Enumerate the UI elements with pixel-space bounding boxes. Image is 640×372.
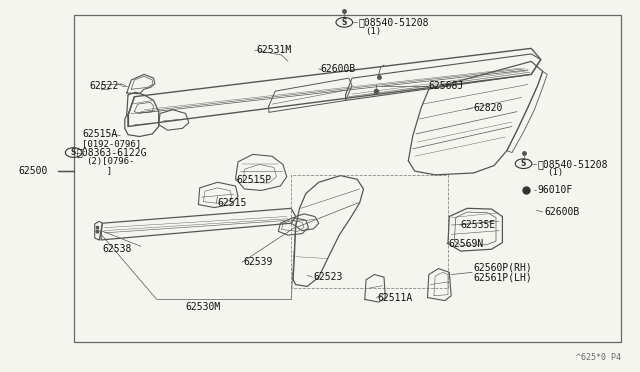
- Text: 62538: 62538: [102, 244, 132, 254]
- Text: 62569N: 62569N: [448, 239, 483, 248]
- Text: Ⓢ08540-51208: Ⓢ08540-51208: [358, 17, 429, 27]
- Text: (1): (1): [365, 27, 381, 36]
- Text: 62539: 62539: [243, 257, 273, 267]
- Text: (2)[0796-: (2)[0796-: [86, 157, 135, 166]
- Text: 62561P(LH): 62561P(LH): [474, 272, 532, 282]
- Text: 62511A: 62511A: [378, 293, 413, 302]
- Text: 62515P: 62515P: [237, 176, 272, 185]
- Text: 62523: 62523: [314, 272, 343, 282]
- Text: 62515: 62515: [218, 198, 247, 208]
- Text: 62820: 62820: [474, 103, 503, 113]
- Text: [0192-0796]: [0192-0796]: [82, 139, 141, 148]
- Text: 62500: 62500: [18, 166, 47, 176]
- Text: 62560P(RH): 62560P(RH): [474, 263, 532, 273]
- Text: S: S: [71, 148, 76, 157]
- Text: 62568J: 62568J: [429, 81, 464, 90]
- Text: 62522: 62522: [90, 81, 119, 90]
- Text: 62531M: 62531M: [256, 45, 291, 55]
- Bar: [74, 15, 621, 342]
- Text: S: S: [521, 159, 526, 168]
- Text: 62530M: 62530M: [186, 302, 221, 312]
- Text: 62600B: 62600B: [544, 207, 579, 217]
- Text: 96010F: 96010F: [538, 185, 573, 195]
- Text: Ⓢ08363-6122G: Ⓢ08363-6122G: [77, 148, 147, 157]
- Text: Ⓢ08540-51208: Ⓢ08540-51208: [538, 159, 608, 169]
- Text: 62600B: 62600B: [320, 64, 355, 74]
- Text: (1): (1): [547, 169, 563, 177]
- Text: ^625*0 P4: ^625*0 P4: [576, 353, 621, 362]
- Text: ]: ]: [96, 167, 112, 176]
- Text: S: S: [342, 18, 347, 27]
- Text: 62535E: 62535E: [461, 220, 496, 230]
- Text: 62515A: 62515A: [82, 129, 117, 139]
